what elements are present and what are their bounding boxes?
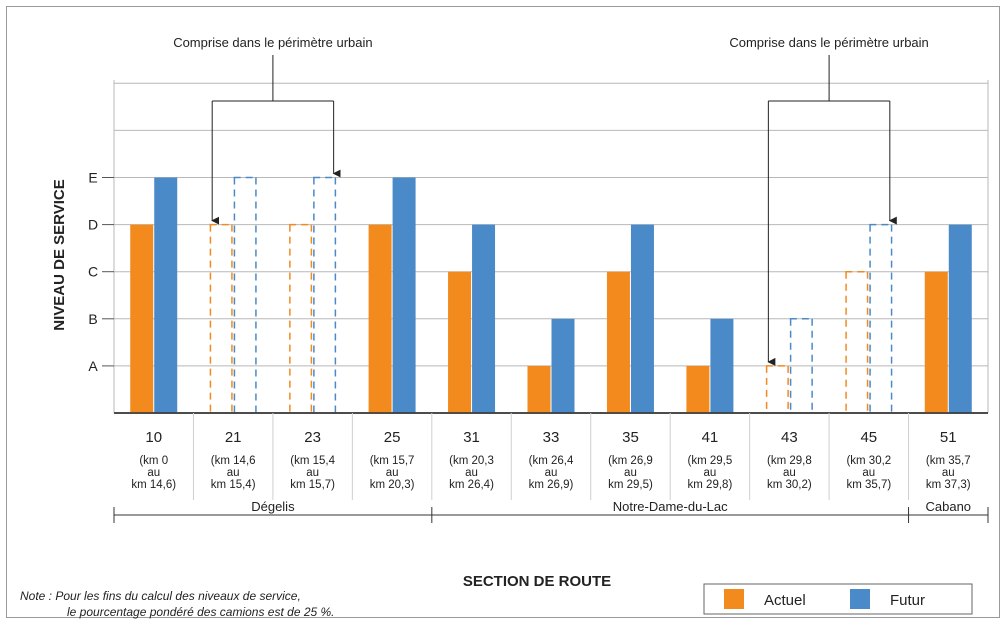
y-tick-label: C [88,264,98,280]
section-range: (km 29,5 [688,455,733,467]
section-range: au [386,467,399,479]
section-range: au [227,467,240,479]
section-range: au [465,467,478,479]
bar-futur [630,224,654,413]
section-range: au [862,467,875,479]
section-range: km 15,7) [290,479,335,491]
bar-actuel [130,224,154,413]
y-tick-label: E [88,170,97,186]
bar-actuel-dashed [845,270,869,413]
grid-lines [113,80,989,414]
section-range: km 26,4) [449,479,494,491]
section-range: km 37,3) [926,479,971,491]
section-label: 10 [145,429,162,446]
section-range: km 14,6) [131,479,176,491]
bar-actuel [527,365,551,413]
legend-label: Actuel [764,592,806,609]
x-axis-title: SECTION DE ROUTE [463,573,611,590]
bar-futur [392,177,416,413]
bar-actuel-dashed [289,223,313,413]
group-label: Cabano [925,499,971,514]
section-range: (km 35,7 [926,455,971,467]
bar-actuel [686,365,710,413]
legend-swatch [850,589,870,609]
y-tick-label: D [88,217,98,233]
chart-frame [6,6,1000,618]
section-groups: Dégelis Notre-Dame-du-Lac Cabano [113,499,989,523]
group-label: Dégelis [251,499,295,514]
section-range: (km 20,3 [449,455,494,467]
section-range: (km 26,4 [529,455,574,467]
bar-actuel-dashed [209,223,233,413]
bar-actuel [924,271,948,413]
bar-futur [948,224,972,413]
bar-futur [551,318,575,413]
legend-label: Futur [890,592,925,609]
y-axis-title: NIVEAU DE SERVICE [51,179,68,330]
legend-swatch [724,589,744,609]
bar-futur-dashed [869,223,893,413]
section-range: au [306,467,319,479]
bar-futur [472,224,496,413]
section-label: 43 [781,429,798,446]
bar-futur-dashed [789,318,813,413]
section-range: km 20,3) [370,479,415,491]
section-range: (km 0 [139,455,168,467]
y-tick-label: A [88,358,98,374]
bar-futur [154,177,178,413]
bar-actuel [368,224,392,413]
section-range: (km 29,8 [767,455,812,467]
section-label: 33 [543,429,560,446]
section-range: (km 14,6 [211,455,256,467]
section-range: au [624,467,637,479]
note-line-2: le pourcentage pondéré des camions est d… [67,605,335,619]
bar-futur [710,318,734,413]
section-label: 31 [463,429,480,446]
section-label: 21 [225,429,242,446]
section-range: (km 15,4 [290,455,335,467]
legend: Actuel Futur [703,583,973,615]
section-label: 25 [384,429,401,446]
annotation-label: Comprise dans le périmètre urbain [729,35,928,50]
section-label: 35 [622,429,639,446]
section-range: km 29,8) [688,479,733,491]
bar-actuel-dashed [765,365,789,413]
bar-futur-dashed [233,176,257,413]
group-label: Notre-Dame-du-Lac [613,499,728,514]
section-range: (km 15,7 [370,455,415,467]
section-label: 41 [702,429,719,446]
section-range: km 15,4) [211,479,256,491]
bars [130,176,972,413]
section-range: au [704,467,717,479]
y-axis: A B C D E [88,170,114,374]
bar-futur-dashed [313,176,337,413]
section-range: au [545,467,558,479]
section-label: 23 [304,429,321,446]
note-line-1: Note : Pour les fins du calcul des nivea… [20,589,301,603]
annotations: Comprise dans le périmètre urbain Compris… [173,35,929,366]
section-label: 51 [940,429,957,446]
section-range: (km 30,2 [846,455,891,467]
section-range: km 30,2) [767,479,812,491]
section-range: au [942,467,955,479]
section-range: km 35,7) [846,479,891,491]
annotation-label: Comprise dans le périmètre urbain [173,35,372,50]
legend-box [703,583,973,615]
bar-actuel [448,271,472,413]
section-range: km 26,9) [529,479,574,491]
bar-actuel [606,271,630,413]
section-range: km 29,5) [608,479,653,491]
section-label: 45 [860,429,877,446]
y-tick-label: B [88,311,97,327]
section-range: au [147,467,160,479]
section-range: (km 26,9 [608,455,653,467]
section-range: au [783,467,796,479]
